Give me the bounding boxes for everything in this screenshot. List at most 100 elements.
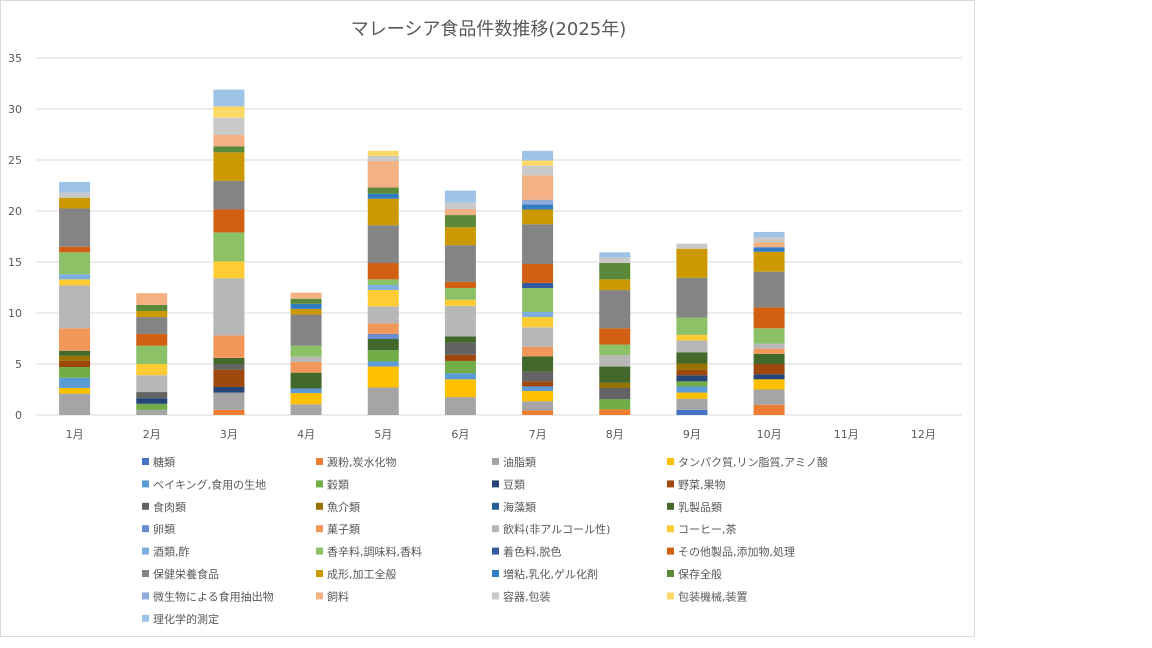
bar-segment <box>136 398 168 404</box>
bar-segment <box>522 288 554 312</box>
bar-segment <box>753 389 785 405</box>
bar-segment <box>290 372 322 389</box>
bar-segment <box>290 292 322 299</box>
legend-label: 保存全般 <box>678 567 722 581</box>
bar-segment <box>444 336 476 343</box>
bar-segment <box>522 391 554 402</box>
bar-segment <box>676 398 708 410</box>
bar-segment <box>753 404 785 415</box>
legend-label: ベイキング,食用の生地 <box>153 477 266 491</box>
bar-segment <box>367 323 399 334</box>
x-tick-label: 2月 <box>143 428 161 441</box>
bar-segment <box>444 299 476 306</box>
legend-swatch <box>492 480 499 488</box>
bar-segment <box>444 215 476 228</box>
bar-segment <box>676 340 708 353</box>
bar-segment <box>367 155 399 162</box>
bar-segment <box>213 89 245 107</box>
legend-swatch <box>667 592 674 600</box>
bar-segment <box>213 409 245 415</box>
legend-swatch <box>142 547 149 555</box>
bar-segment <box>676 375 708 382</box>
bar-segment <box>367 366 399 388</box>
bar-segment <box>59 246 91 253</box>
legend-label: 油脂類 <box>503 455 536 469</box>
bar-segment <box>522 311 554 318</box>
bar-segment <box>59 208 91 247</box>
legend-label: 澱粉,炭水化物 <box>327 455 397 469</box>
bar-segment <box>290 404 322 415</box>
y-tick-label: 20 <box>8 205 22 218</box>
bar-segment <box>290 314 322 346</box>
legend-swatch <box>492 570 499 577</box>
bar-segment <box>522 317 554 328</box>
y-tick-label: 10 <box>8 307 22 320</box>
legend-label: 容器,包装 <box>503 589 551 603</box>
bar-segment <box>59 387 91 394</box>
x-tick-label: 4月 <box>297 428 315 441</box>
legend-label: 保健栄養食品 <box>153 567 219 581</box>
legend-label: 野菜,果物 <box>678 477 726 491</box>
bar-segment <box>136 345 168 364</box>
legend-swatch <box>316 480 323 488</box>
bar-segment <box>290 361 322 373</box>
bar-segment <box>290 388 322 394</box>
legend-swatch <box>316 592 323 600</box>
bar-segment <box>522 371 554 382</box>
bar-segment <box>599 355 631 367</box>
legend-label: 着色料,脱色 <box>503 545 562 559</box>
legend-swatch <box>316 502 323 510</box>
bar-segment <box>753 237 785 243</box>
y-tick-label: 35 <box>8 52 22 65</box>
bar-segment <box>59 355 91 361</box>
bar-segment <box>522 346 554 357</box>
bar-segment <box>136 304 168 311</box>
x-tick-label: 1月 <box>66 428 84 441</box>
bar-segment <box>444 245 476 282</box>
bar-segment <box>753 353 785 364</box>
bar-segment <box>136 310 168 318</box>
bar-segment <box>213 135 245 147</box>
x-tick-label: 7月 <box>529 428 547 441</box>
bar-segment <box>522 209 554 225</box>
bar-segment <box>676 277 708 318</box>
legend-swatch <box>142 570 149 577</box>
bar-segment <box>753 348 785 354</box>
bar-segment <box>753 379 785 390</box>
bar-segment <box>367 150 399 156</box>
bar-segment <box>753 242 785 248</box>
legend-swatch <box>142 458 149 465</box>
bar-segment <box>213 369 245 387</box>
bar-segment <box>290 356 322 362</box>
bar-segment <box>444 360 476 374</box>
bar-segment <box>599 279 631 291</box>
legend-label: 魚介類 <box>327 501 360 514</box>
legend-label: 乳製品類 <box>678 500 722 514</box>
bar-segment <box>367 263 399 280</box>
bar-segment <box>290 298 322 304</box>
bar-segment <box>367 350 399 362</box>
bar-segment <box>753 247 785 252</box>
bar-segment <box>136 293 168 305</box>
bar-segment <box>599 399 631 410</box>
legend-swatch <box>492 547 499 555</box>
x-tick-label: 10月 <box>757 428 782 441</box>
bar-segment <box>59 350 91 356</box>
bar-segment <box>213 261 245 279</box>
bar-segment <box>676 392 708 399</box>
legend-swatch <box>142 525 149 533</box>
x-tick-label: 5月 <box>374 428 392 441</box>
legend-label: 食肉類 <box>153 500 186 514</box>
y-tick-label: 0 <box>15 409 22 422</box>
bar-segment <box>444 397 476 415</box>
bar-segment <box>444 202 476 209</box>
legend-label: 海藻類 <box>503 500 536 514</box>
legend-swatch <box>667 502 674 510</box>
legend-swatch <box>667 525 674 533</box>
bar-segment <box>367 290 399 307</box>
legend-swatch <box>316 547 323 555</box>
bar-segment <box>444 373 476 380</box>
bar-segment <box>522 282 554 289</box>
legend-swatch <box>667 570 674 577</box>
bar-segment <box>444 281 476 289</box>
